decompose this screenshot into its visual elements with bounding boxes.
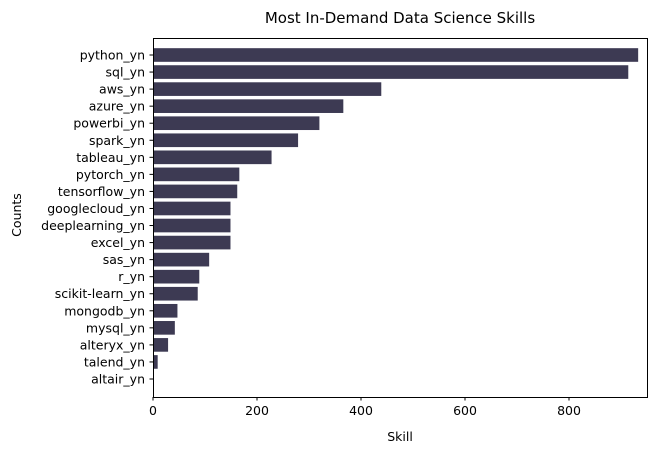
bar-sql_yn [153,65,629,79]
x-tick-label: 200 [245,403,269,418]
bar-googlecloud_yn [153,201,231,216]
bar-aws_yn [153,82,382,96]
y-tick-label: powerbi_yn [73,116,145,131]
bar-r_yn [153,269,200,284]
y-tick-label: deeplearning_yn [41,218,145,233]
x-axis-label: Skill [387,429,413,444]
bar-talend_yn [153,355,158,369]
bar-azure_yn [153,99,344,113]
x-axis-ticks: 0 200 400 600 800 [149,397,581,418]
bar-excel_yn [153,235,231,250]
bar-scikit-learn_yn [153,286,198,301]
chart-title: Most In-Demand Data Science Skills [265,9,536,27]
x-tick-label: 0 [149,403,157,418]
bar-deeplearning_yn [153,218,231,233]
y-tick-label: sas_yn [103,252,145,267]
y-tick-label: mongodb_yn [64,303,145,318]
y-tick-label: python_yn [80,48,145,63]
y-tick-label: tableau_yn [76,150,145,165]
bar-mongodb_yn [153,303,178,318]
x-tick-label: 600 [453,403,477,418]
y-axis-label: Counts [9,193,24,237]
bar-alteryx_yn [153,338,169,352]
bar-python_yn [153,48,639,62]
y-tick-label: mysql_yn [86,320,145,335]
y-tick-label: sql_yn [106,65,146,80]
y-tick-label: pytorch_yn [76,167,145,182]
bar-tableau_yn [153,150,272,165]
y-tick-label: googlecloud_yn [47,201,145,216]
x-tick-label: 800 [557,403,581,418]
bars-group [153,48,639,369]
y-tick-label: scikit-learn_yn [55,286,145,301]
y-tick-label: spark_yn [89,133,145,148]
y-tick-label: alteryx_yn [80,337,145,352]
y-tick-label: excel_yn [91,235,145,250]
y-tick-label: tensorflow_yn [58,184,145,199]
bar-pytorch_yn [153,167,240,182]
bar-tensorflow_yn [153,184,238,199]
y-tick-label: altair_yn [91,372,145,387]
bar-mysql_yn [153,321,175,335]
y-axis-ticks: python_yn sql_yn aws_yn azure_yn powerbi_yns… [41,48,153,387]
y-tick-label: azure_yn [89,99,145,114]
plot-frame [153,38,648,398]
y-tick-label: r_yn [118,269,145,284]
bar-spark_yn [153,133,299,148]
bar-powerbi_yn [153,116,320,131]
y-tick-label: talend_yn [84,354,145,369]
y-tick-label: aws_yn [99,82,145,97]
bar-sas_yn [153,252,210,267]
x-tick-label: 400 [349,403,373,418]
